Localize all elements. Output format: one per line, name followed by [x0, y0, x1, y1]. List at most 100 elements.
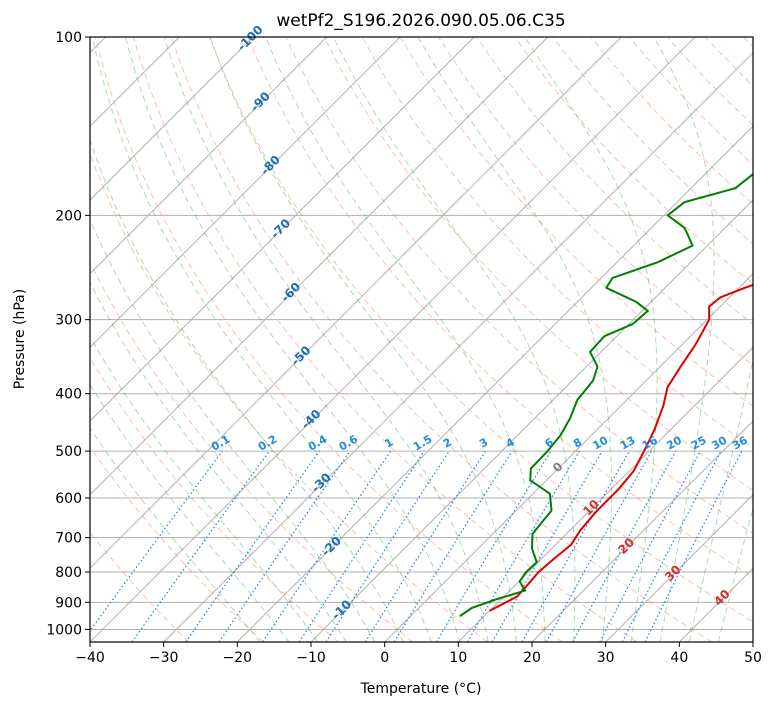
dry-adiabat-label: -100	[235, 23, 266, 54]
mixing-ratio-label: 10	[591, 433, 611, 452]
isotherm-line	[90, 37, 549, 496]
isotherm-line	[90, 37, 328, 275]
mixing-ratio-label: 0.1	[209, 433, 232, 454]
dry-adiabat-label: 20	[615, 535, 637, 557]
dry-adiabat-label: -70	[268, 216, 293, 241]
inline-labels: 0.1 0.2 0.4 0.6 1 1.5 2 3 4 6 8 10 13 16 20 25 30 36-100-…	[209, 23, 750, 623]
moist-adiabat-line	[653, 37, 715, 642]
mixing-ratio-label: 16	[640, 433, 660, 452]
dewpoint-line	[459, 172, 753, 618]
dry-adiabat-line	[323, 37, 753, 491]
moist-adiabat-line	[90, 335, 319, 642]
y-tick-label: 800	[55, 565, 82, 581]
y-tick-label: 1000	[46, 622, 82, 638]
dry-adiabat-line	[90, 356, 339, 642]
mixing-ratio-label: 1.5	[411, 433, 434, 454]
dry-adiabat-line	[437, 37, 753, 366]
y-tick-label: 400	[55, 387, 82, 403]
moist-adiabat-line	[163, 37, 489, 642]
y-tick-label: 200	[55, 208, 82, 224]
plot-frame	[89, 36, 754, 643]
mixing-ratio-line	[90, 450, 223, 632]
dry-adiabat-line	[171, 37, 712, 642]
y-tick-label: 500	[55, 444, 82, 460]
y-tick-label: 300	[55, 313, 82, 329]
mixing-ratio-line	[325, 450, 450, 642]
moist-adiabat-line	[90, 138, 404, 642]
x-tick-label: 40	[670, 650, 688, 666]
moist-adiabat-line	[332, 37, 576, 642]
mixing-ratio-label: 1	[382, 436, 395, 451]
moist-adiabat-line	[90, 217, 376, 642]
background-lines	[90, 37, 753, 642]
dry-adiabat-line	[90, 260, 414, 642]
dry-adiabat-label: -90	[248, 89, 273, 114]
mixing-ratio-label: 8	[571, 436, 584, 451]
dry-adiabat-line	[514, 37, 753, 285]
moist-adiabat-line	[91, 37, 432, 642]
mixing-ratio-line	[131, 450, 270, 642]
x-tick-label: 50	[744, 650, 762, 666]
isotherm-line	[90, 37, 475, 422]
mixing-ratio-label: 20	[664, 433, 684, 452]
dry-adiabat-label: 30	[662, 562, 684, 584]
y-tick-label: 100	[55, 30, 82, 46]
x-tick-label: 10	[449, 650, 467, 666]
moist-adiabat-line	[90, 383, 290, 642]
x-tick-label: −20	[223, 650, 253, 666]
moist-adiabat-line	[90, 281, 347, 642]
mixing-ratio-line	[644, 450, 743, 642]
isotherm-line	[384, 272, 753, 642]
dry-adiabat-label: -50	[288, 343, 313, 368]
dry-adiabat-label: 0	[550, 459, 566, 475]
isotherm-line	[678, 567, 753, 642]
dry-adiabat-line	[666, 37, 753, 126]
chart-title: wetPf2_S196.2026.090.05.06.C35	[276, 11, 565, 31]
dry-adiabat-label: -60	[278, 280, 303, 305]
dry-adiabat-line	[476, 37, 753, 325]
dry-adiabat-label: 10	[580, 497, 602, 519]
isotherm-line	[90, 37, 696, 642]
moist-adiabat-line	[688, 358, 753, 642]
isotherm-line	[752, 641, 753, 642]
isotherm-line	[90, 37, 254, 201]
isotherm-line	[457, 346, 753, 642]
mixing-ratio-label: 36	[730, 433, 750, 452]
dry-adiabat-line	[90, 152, 488, 642]
isotherm-line	[90, 37, 622, 570]
dry-adiabat-line	[90, 446, 264, 642]
dry-adiabat-label: -80	[258, 153, 283, 178]
mixing-ratio-line	[298, 450, 425, 642]
mixing-ratio-line	[545, 450, 653, 642]
mixing-ratio-line	[435, 450, 552, 642]
x-tick-label: −40	[75, 650, 105, 666]
isotherm-line	[605, 493, 753, 642]
x-tick-label: 30	[597, 650, 615, 666]
mixing-ratio-label: 0.6	[337, 432, 361, 453]
temperature-line	[489, 283, 753, 612]
isotherm-line	[90, 37, 401, 349]
x-tick-label: 0	[380, 650, 389, 666]
moist-adiabat-line	[125, 37, 461, 642]
moist-adiabat-line	[717, 506, 753, 642]
mixing-ratio-label: 0.2	[256, 433, 279, 454]
dry-adiabat-label: -40	[298, 407, 323, 432]
profile-lines	[459, 172, 753, 618]
mixing-ratio-line	[218, 450, 351, 642]
mixing-ratio-label: 0.4	[306, 432, 330, 453]
dry-adiabat-line	[132, 37, 638, 642]
x-tick-label: −30	[149, 650, 179, 666]
moist-adiabat-line	[524, 37, 658, 642]
mixing-ratio-label: 13	[618, 434, 638, 453]
isotherm-line	[531, 420, 753, 642]
dry-adiabat-line	[94, 37, 563, 642]
dry-adiabat-line	[743, 37, 753, 48]
mixing-ratio-label: 30	[709, 433, 729, 452]
isotherm-line	[236, 125, 753, 642]
dry-adiabat-line	[704, 37, 753, 87]
dry-adiabat-line	[285, 37, 753, 535]
dry-adiabat-line	[209, 37, 753, 623]
dry-adiabat-line	[247, 37, 753, 578]
moist-adiabat-line	[209, 37, 517, 642]
x-tick-label: 20	[523, 650, 541, 666]
